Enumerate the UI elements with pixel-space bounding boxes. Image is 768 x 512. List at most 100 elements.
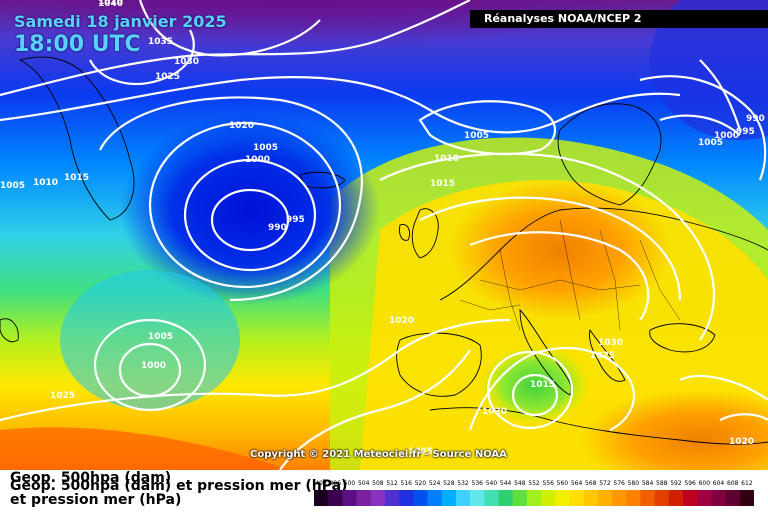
isobar-labels: 1040 1035 1030 1025 1020 1005 1000 1010 … [0, 0, 765, 457]
isobar-label: 1005 [698, 138, 723, 148]
scale-swatch [413, 490, 428, 506]
scale-tick-label: 560 [557, 480, 569, 487]
scale-swatch [626, 490, 641, 506]
isobar-label: 1005 [464, 131, 489, 141]
atlantic-low-area [120, 115, 380, 305]
scale-swatch [314, 490, 329, 506]
isobar-label: 1020 [482, 407, 507, 417]
scale-swatch [342, 490, 357, 506]
isobar-label: 995 [286, 215, 305, 225]
scale-tick-label: 608 [727, 480, 739, 487]
isobar-label: 1000 [245, 155, 270, 165]
scale-swatch [668, 490, 684, 506]
isobar-label: 1005 [408, 447, 433, 457]
scale-tick-label: 572 [599, 480, 611, 487]
caption-line2: et pression mer (hPa) [10, 492, 182, 508]
scale-tick-label: 496 [330, 480, 342, 487]
scale-swatch [739, 490, 754, 506]
scale-swatch [356, 490, 372, 506]
isobar-label: 1010 [33, 178, 58, 188]
coastlines [0, 56, 768, 445]
isobar-label: 1010 [434, 154, 459, 164]
scale-swatch [541, 490, 556, 506]
isobar-label: 1000 [714, 131, 739, 141]
svg-text:1040: 1040 [98, 0, 123, 9]
color-scale-legend: 492 496 500 504 508 512 516 520 524 528 532 536 540 5… [314, 480, 754, 506]
caption-ghost: Geop. 500hpa (dam) [10, 470, 172, 486]
scale-tick-label: 592 [670, 480, 682, 487]
scale-swatch [711, 490, 726, 506]
isobar-label: 1015 [430, 179, 455, 189]
scale-tick-label: 548 [514, 480, 526, 487]
isobar-label: 1005 [148, 332, 173, 342]
isobars [0, 0, 768, 470]
scale-swatch [512, 490, 528, 506]
scale-tick-label: 520 [415, 480, 427, 487]
scale-tick-label: 596 [684, 480, 696, 487]
scale-tick-label: 564 [571, 480, 583, 487]
scale-tick-label: 504 [358, 480, 370, 487]
caption-line1: Geop. 500hpa (dam) et pression mer (hPa) [10, 478, 348, 494]
scale-swatch [470, 490, 485, 506]
scale-swatch [597, 490, 613, 506]
isobar-label: 1015 [530, 380, 555, 390]
isobar-label: 1040 [98, 0, 123, 9]
scale-tick-label: 524 [429, 480, 441, 487]
isobar-label: 990 [268, 223, 287, 233]
scale-swatch [612, 490, 627, 506]
scale-tick-label: 540 [486, 480, 498, 487]
scale-tick-label: 552 [528, 480, 540, 487]
scale-swatch [427, 490, 443, 506]
scale-tick-label: 556 [542, 480, 554, 487]
scale-swatch [526, 490, 542, 506]
scale-swatch [583, 490, 599, 506]
scale-swatch [697, 490, 712, 506]
scale-tick-label: 600 [699, 480, 711, 487]
scale-tick-label: 492 [315, 480, 327, 487]
isobar-label: 1015 [64, 173, 89, 183]
isobar-label: 990 [746, 114, 765, 124]
copyright-notice: Copyright © 2021 Meteociel.fr - Source N… [250, 449, 507, 460]
scale-tick-label: 536 [472, 480, 484, 487]
scale-swatch [640, 490, 655, 506]
scale-swatch [328, 490, 343, 506]
isobar-label: 1000 [141, 361, 166, 371]
source-label: Réanalyses NOAA/NCEP 2 [470, 10, 768, 28]
isobar-label: 1030 [598, 338, 623, 348]
scale-tick-label: 576 [613, 480, 625, 487]
scale-swatch [484, 490, 499, 506]
scale-tick-label: 528 [443, 480, 455, 487]
scale-swatch [384, 490, 400, 506]
scale-swatch [498, 490, 514, 506]
scale-swatch [569, 490, 584, 506]
scale-tick-label: 500 [344, 480, 356, 487]
scale-swatch [399, 490, 414, 506]
isobar-label: 1025 [590, 351, 615, 361]
scale-tick-label: 568 [585, 480, 597, 487]
scale-tick-label: 508 [372, 480, 384, 487]
weather-map: 1040 1035 1030 1025 1020 1005 1000 1010 … [0, 0, 768, 470]
scale-tick-label: 584 [642, 480, 654, 487]
scale-swatch [370, 490, 386, 506]
isobar-label: 1005 [0, 181, 25, 191]
isobar-label: 1020 [729, 437, 754, 447]
isobar-label: 1025 [50, 391, 75, 401]
scale-tick-label: 604 [713, 480, 725, 487]
isobar-label: 1010 [98, 0, 123, 7]
isobar-label: 995 [736, 127, 755, 137]
map-date: Samedi 18 janvier 2025 [14, 12, 227, 31]
map-time: 18:00 UTC [14, 32, 141, 57]
scale-tick-label: 544 [500, 480, 512, 487]
scale-tick-label: 612 [741, 480, 753, 487]
scale-swatch [455, 490, 471, 506]
isobar-label: 1005 [253, 143, 278, 153]
scale-swatch [725, 490, 741, 506]
scale-swatch [441, 490, 457, 506]
scale-swatch [654, 490, 670, 506]
scale-swatch [555, 490, 570, 506]
isobar-label: 1025 [155, 72, 180, 82]
scale-tick-label: 580 [628, 480, 640, 487]
scale-tick-label: 532 [457, 480, 469, 487]
scale-tick-label: 588 [656, 480, 668, 487]
